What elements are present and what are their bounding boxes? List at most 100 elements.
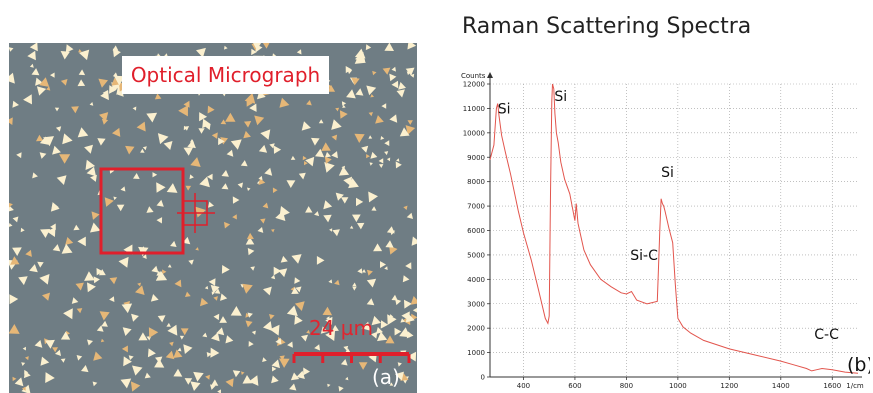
crystal <box>184 378 193 385</box>
crystal <box>78 49 82 53</box>
crystal <box>405 125 416 135</box>
crystal <box>210 347 220 358</box>
crystal <box>121 345 128 353</box>
crystal <box>45 372 55 383</box>
crystal <box>412 307 417 313</box>
crystal <box>205 124 211 130</box>
crystal <box>220 293 228 301</box>
crystal <box>355 88 364 96</box>
crystal <box>101 320 108 327</box>
crystal <box>154 358 165 368</box>
crystal <box>65 44 74 53</box>
crystal <box>221 265 230 274</box>
crystal <box>368 135 373 139</box>
crystal <box>78 69 86 76</box>
crystal <box>296 370 305 379</box>
crystal <box>42 292 50 301</box>
crystal <box>302 155 307 161</box>
crystal <box>77 127 89 138</box>
crystal <box>269 324 280 336</box>
crystal <box>291 287 299 294</box>
crystal <box>279 358 290 368</box>
crystal <box>269 143 275 149</box>
crystal <box>258 175 263 181</box>
crystal <box>9 202 13 208</box>
crystal <box>32 172 38 179</box>
x-tick-label: 1400 <box>772 382 790 390</box>
crystal <box>240 160 248 167</box>
crystal <box>52 244 61 252</box>
crystal <box>97 138 106 146</box>
crystal <box>366 278 377 288</box>
crystal <box>61 243 73 254</box>
crystal <box>156 217 163 224</box>
crystal <box>334 279 340 286</box>
crystal <box>177 347 182 352</box>
crystal <box>182 236 191 245</box>
crystal <box>118 256 129 268</box>
crystal <box>189 139 194 143</box>
crystal <box>382 67 391 75</box>
crystal <box>257 227 264 233</box>
crystal <box>378 158 384 164</box>
crystal <box>112 72 118 77</box>
crystal <box>335 192 344 201</box>
crystal <box>173 368 183 377</box>
crystal <box>248 375 259 386</box>
peak-annotation: Si <box>661 165 674 181</box>
y-tick-label: 3000 <box>467 300 485 308</box>
crystal <box>318 119 324 124</box>
crystal <box>361 145 369 153</box>
crystal <box>9 223 13 227</box>
y-tick-label: 12000 <box>463 81 485 89</box>
crystal <box>136 121 146 132</box>
crystal <box>111 77 120 86</box>
crystal <box>29 63 34 68</box>
crystal <box>377 331 388 342</box>
crystal <box>202 332 208 338</box>
crystal <box>369 162 373 166</box>
crystal <box>411 236 417 246</box>
y-tick-label: 5000 <box>467 251 485 259</box>
crystal <box>260 218 266 224</box>
crystal <box>195 247 199 251</box>
crystal <box>46 227 56 237</box>
crystal <box>85 159 96 170</box>
crystal <box>232 196 240 204</box>
crystal <box>93 276 100 284</box>
optical-micrograph: Optical Micrograph 24 µm (a) <box>9 43 417 393</box>
crystal <box>232 214 237 220</box>
crystal <box>179 335 185 340</box>
crystal <box>79 49 90 61</box>
crystal <box>342 104 346 108</box>
crystal <box>405 262 412 270</box>
crystal <box>278 268 288 278</box>
crystal <box>279 355 285 361</box>
crystal <box>251 48 257 56</box>
crystal <box>21 384 31 393</box>
crystal <box>39 136 49 145</box>
crystal <box>46 86 51 91</box>
crystal <box>305 156 315 167</box>
crystal <box>9 294 19 305</box>
crystal <box>291 254 302 264</box>
crystal <box>163 141 173 150</box>
crystal <box>314 344 320 351</box>
crystal <box>152 172 158 178</box>
crystal <box>366 85 377 96</box>
crystal <box>73 224 80 231</box>
crystal <box>269 314 275 320</box>
crystal <box>410 296 417 305</box>
crystal <box>187 140 196 149</box>
crystal <box>389 73 397 82</box>
crystal <box>137 282 141 287</box>
crystal <box>55 349 61 356</box>
crystal <box>270 274 276 280</box>
crystal <box>45 339 55 349</box>
crystal <box>355 51 366 63</box>
crystal <box>12 216 19 223</box>
crystal <box>22 346 26 351</box>
crystal <box>55 126 62 132</box>
crystal <box>394 327 402 336</box>
crystal <box>23 94 32 105</box>
